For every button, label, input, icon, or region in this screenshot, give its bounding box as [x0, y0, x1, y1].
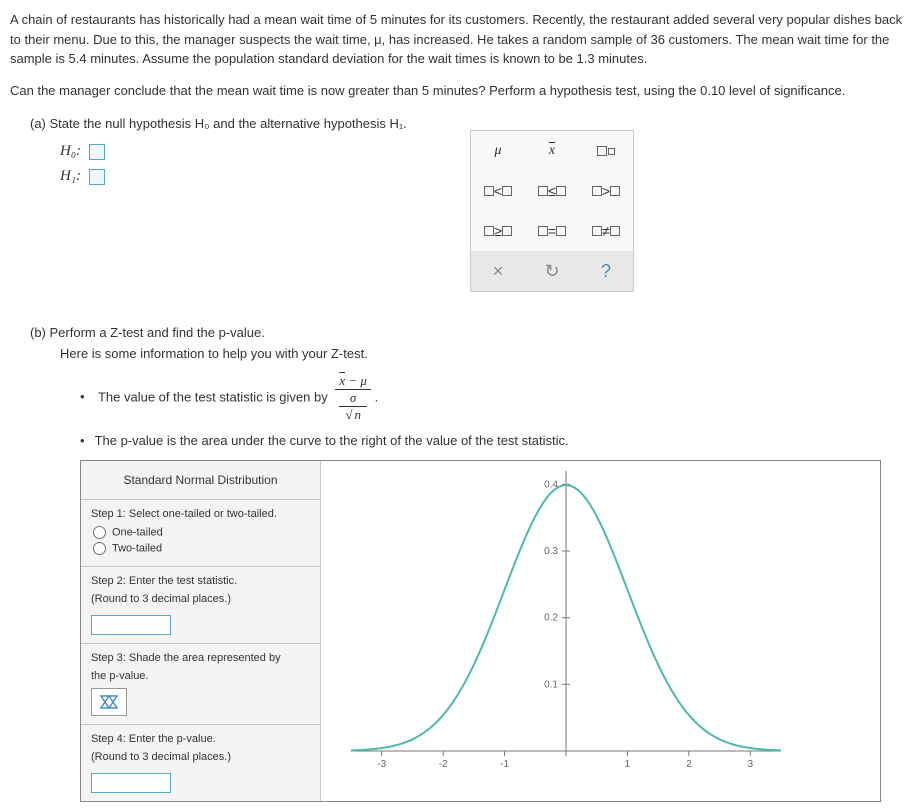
problem-paragraph-2: Can the manager conclude that the mean w… — [10, 81, 911, 101]
svg-text:1: 1 — [625, 759, 631, 770]
palette-ne[interactable]: ≠ — [579, 211, 633, 251]
palette-le[interactable]: ≤ — [525, 171, 579, 211]
svg-text:0.3: 0.3 — [544, 546, 558, 557]
part-a-prompt: (a) State the null hypothesis H₀ and the… — [10, 116, 911, 131]
problem-paragraph-1: A chain of restaurants has historically … — [10, 10, 911, 69]
symbol-palette: μ x < ≤ > ≥ = ≠ × ↻ ? — [470, 130, 634, 292]
svg-text:-3: -3 — [377, 759, 386, 770]
two-tailed-radio[interactable] — [93, 542, 106, 555]
p-value-input[interactable] — [91, 773, 171, 793]
test-statistic-input[interactable] — [91, 615, 171, 635]
svg-text:-1: -1 — [500, 759, 509, 770]
dist-title: Standard Normal Distribution — [81, 461, 320, 499]
shade-icon — [99, 694, 119, 710]
part-b-prompt: (b) Perform a Z-test and find the p-valu… — [30, 325, 911, 340]
step1-label: Step 1: Select one-tailed or two-tailed. — [91, 508, 310, 520]
svg-text:3: 3 — [748, 759, 754, 770]
h0-label: H₀: — [60, 143, 81, 159]
palette-help[interactable]: ? — [579, 251, 633, 291]
palette-mu[interactable]: μ — [471, 131, 525, 171]
bullet-1: The value of the test statistic is given… — [30, 373, 911, 423]
palette-clear[interactable]: × — [471, 251, 525, 291]
svg-text:-2: -2 — [439, 759, 448, 770]
step3-label-a: Step 3: Shade the area represented by — [91, 652, 310, 664]
shade-button[interactable] — [91, 688, 127, 716]
palette-gt[interactable]: > — [579, 171, 633, 211]
one-tailed-label: One-tailed — [112, 526, 163, 538]
svg-text:0.1: 0.1 — [544, 679, 558, 690]
part-b-info: Here is some information to help you wit… — [30, 346, 911, 361]
palette-reset[interactable]: ↻ — [525, 251, 579, 291]
palette-ge[interactable]: ≥ — [471, 211, 525, 251]
h1-input[interactable] — [89, 169, 105, 185]
plot-container: Standard Normal Distribution Step 1: Sel… — [80, 460, 881, 802]
step2-label-b: (Round to 3 decimal places.) — [91, 593, 310, 605]
controls-panel: Standard Normal Distribution Step 1: Sel… — [81, 461, 321, 801]
step3-label-b: the p-value. — [91, 670, 310, 682]
h1-label: H₁: — [60, 168, 81, 184]
h0-input[interactable] — [89, 144, 105, 160]
palette-power[interactable] — [579, 131, 633, 171]
chart-area[interactable]: -3-2-11230.10.20.30.4 — [321, 461, 880, 801]
palette-xbar[interactable]: x — [525, 131, 579, 171]
svg-text:0.2: 0.2 — [544, 613, 558, 624]
bullet-2: The p-value is the area under the curve … — [30, 433, 911, 448]
step2-label-a: Step 2: Enter the test statistic. — [91, 575, 310, 587]
one-tailed-radio[interactable] — [93, 526, 106, 539]
step4-label-b: (Round to 3 decimal places.) — [91, 751, 310, 763]
svg-text:2: 2 — [686, 759, 692, 770]
palette-lt[interactable]: < — [471, 171, 525, 211]
step4-label-a: Step 4: Enter the p-value. — [91, 733, 310, 745]
two-tailed-label: Two-tailed — [112, 542, 162, 554]
palette-eq[interactable]: = — [525, 211, 579, 251]
normal-curve-chart: -3-2-11230.10.20.30.4 — [321, 461, 821, 801]
